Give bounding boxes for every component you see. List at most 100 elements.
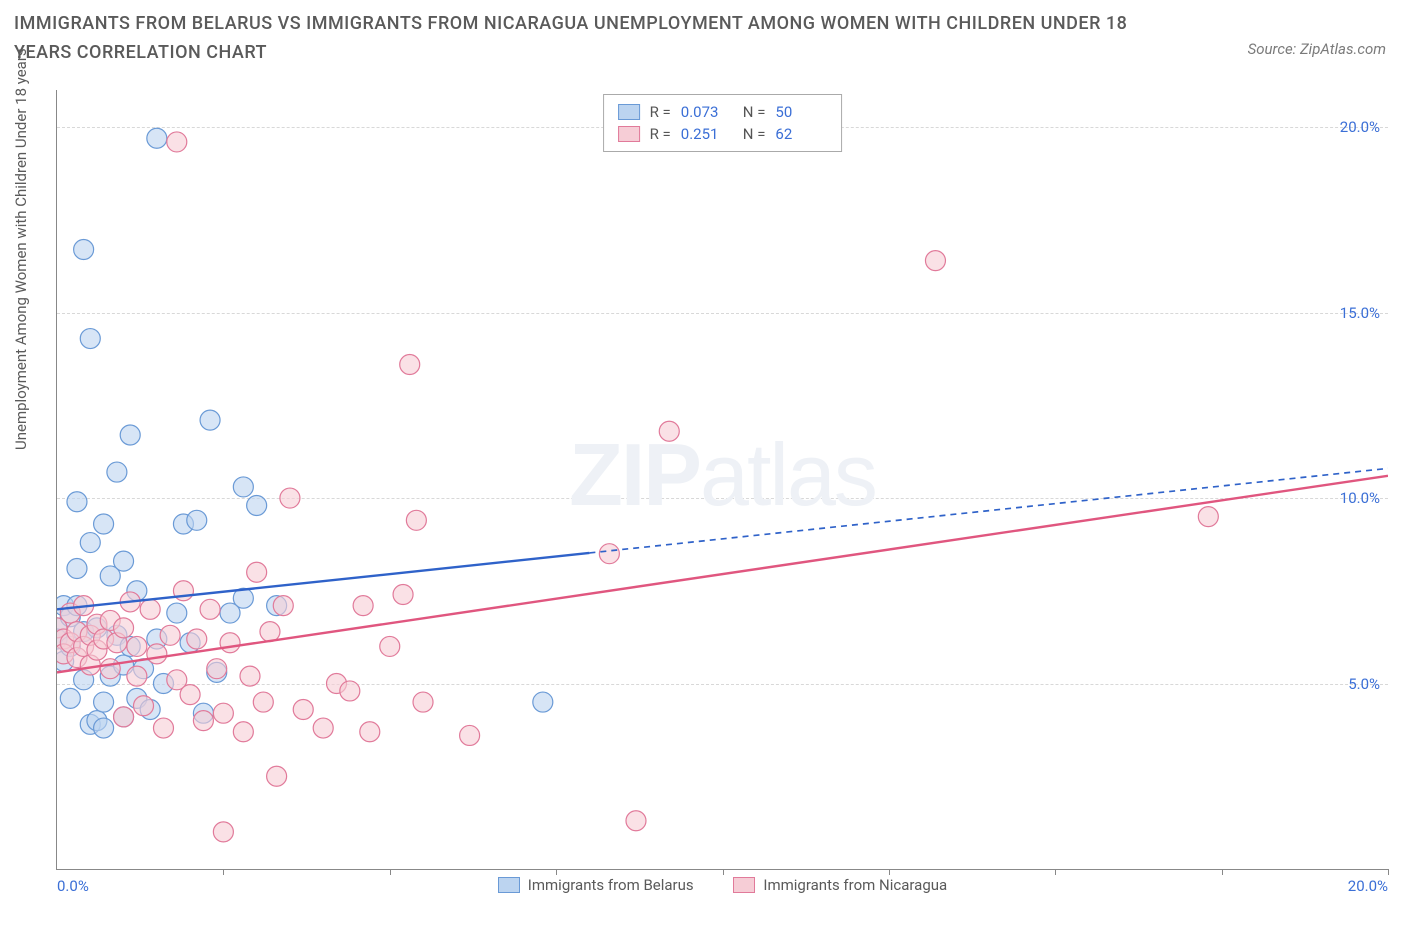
data-point-nicaragua	[160, 625, 180, 645]
data-point-belarus	[80, 329, 100, 349]
n-label: N =	[743, 103, 766, 121]
legend-item-belarus: Immigrants from Belarus	[498, 876, 694, 894]
data-point-belarus	[533, 692, 553, 712]
r-label: R =	[650, 103, 671, 121]
data-point-belarus	[120, 425, 140, 445]
trend-line-dashed-belarus	[589, 468, 1388, 553]
x-tick-mark	[1055, 869, 1056, 875]
data-point-nicaragua	[340, 681, 360, 701]
n-value-nicaragua: 62	[775, 125, 827, 143]
data-point-nicaragua	[260, 622, 280, 642]
data-point-nicaragua	[599, 544, 619, 564]
data-point-nicaragua	[114, 707, 134, 727]
data-point-nicaragua	[207, 659, 227, 679]
data-point-nicaragua	[393, 584, 413, 604]
data-point-nicaragua	[293, 699, 313, 719]
data-point-nicaragua	[220, 633, 240, 653]
data-point-belarus	[94, 514, 114, 534]
x-tick-mark	[723, 869, 724, 875]
data-point-nicaragua	[240, 666, 260, 686]
data-point-nicaragua	[380, 636, 400, 656]
swatch-belarus-bottom	[498, 877, 520, 893]
x-tick-label: 20.0%	[1348, 877, 1388, 895]
data-point-nicaragua	[167, 132, 187, 152]
data-point-nicaragua	[180, 685, 200, 705]
x-tick-mark	[223, 869, 224, 875]
data-point-belarus	[80, 533, 100, 553]
data-point-nicaragua	[233, 722, 253, 742]
x-tick-mark	[1388, 869, 1389, 875]
data-point-nicaragua	[253, 692, 273, 712]
data-point-belarus	[67, 559, 87, 579]
swatch-nicaragua-bottom	[733, 877, 755, 893]
swatch-nicaragua	[618, 126, 640, 142]
data-point-belarus	[94, 718, 114, 738]
data-point-belarus	[147, 128, 167, 148]
data-point-nicaragua	[213, 703, 233, 723]
data-point-belarus	[107, 462, 127, 482]
data-point-nicaragua	[280, 488, 300, 508]
data-point-belarus	[60, 688, 80, 708]
data-point-belarus	[233, 477, 253, 497]
data-point-nicaragua	[626, 811, 646, 831]
data-point-nicaragua	[273, 596, 293, 616]
x-tick-label: 0.0%	[57, 877, 89, 895]
chart-title: IMMIGRANTS FROM BELARUS VS IMMIGRANTS FR…	[14, 10, 1134, 68]
series-legend: Immigrants from Belarus Immigrants from …	[57, 876, 1388, 897]
scatter-svg	[57, 90, 1388, 869]
series-label-nicaragua: Immigrants from Nicaragua	[763, 876, 947, 894]
x-tick-mark	[1222, 869, 1223, 875]
legend-item-nicaragua: Immigrants from Nicaragua	[733, 876, 947, 894]
x-tick-mark	[556, 869, 557, 875]
data-point-nicaragua	[406, 510, 426, 530]
plot-area: ZIPatlas R = 0.073 N = 50 R = 0.251 N = …	[56, 90, 1388, 870]
data-point-nicaragua	[187, 629, 207, 649]
data-point-nicaragua	[360, 722, 380, 742]
data-point-belarus	[74, 240, 94, 260]
r-label: R =	[650, 125, 671, 143]
data-point-nicaragua	[140, 599, 160, 619]
data-point-nicaragua	[267, 766, 287, 786]
series-label-belarus: Immigrants from Belarus	[528, 876, 694, 894]
r-value-nicaragua: 0.251	[681, 125, 733, 143]
data-point-belarus	[94, 692, 114, 712]
chart-container: IMMIGRANTS FROM BELARUS VS IMMIGRANTS FR…	[0, 0, 1406, 930]
data-point-nicaragua	[147, 644, 167, 664]
data-point-nicaragua	[213, 822, 233, 842]
data-point-nicaragua	[127, 636, 147, 656]
n-label: N =	[743, 125, 766, 143]
data-point-belarus	[200, 410, 220, 430]
data-point-nicaragua	[153, 718, 173, 738]
data-point-nicaragua	[1198, 507, 1218, 527]
data-point-belarus	[187, 510, 207, 530]
swatch-belarus	[618, 104, 640, 120]
data-point-nicaragua	[247, 562, 267, 582]
data-point-nicaragua	[460, 725, 480, 745]
data-point-nicaragua	[193, 711, 213, 731]
n-value-belarus: 50	[775, 103, 827, 121]
data-point-nicaragua	[200, 599, 220, 619]
x-tick-mark	[390, 869, 391, 875]
data-point-nicaragua	[659, 421, 679, 441]
data-point-belarus	[114, 551, 134, 571]
data-point-nicaragua	[127, 666, 147, 686]
data-point-nicaragua	[400, 355, 420, 375]
data-point-nicaragua	[353, 596, 373, 616]
r-value-belarus: 0.073	[681, 103, 733, 121]
data-point-nicaragua	[100, 659, 120, 679]
x-tick-mark	[889, 869, 890, 875]
source-attribution: Source: ZipAtlas.com	[1248, 40, 1386, 58]
data-point-belarus	[67, 492, 87, 512]
data-point-belarus	[247, 495, 267, 515]
data-point-nicaragua	[134, 696, 154, 716]
data-point-nicaragua	[925, 251, 945, 271]
data-point-nicaragua	[313, 718, 333, 738]
data-point-belarus	[167, 603, 187, 623]
legend-row-nicaragua: R = 0.251 N = 62	[618, 123, 828, 145]
source-prefix: Source:	[1248, 40, 1300, 58]
y-axis-label: Unemployment Among Women with Children U…	[12, 48, 30, 450]
legend-row-belarus: R = 0.073 N = 50	[618, 101, 828, 123]
source-name: ZipAtlas.com	[1300, 40, 1386, 58]
data-point-nicaragua	[413, 692, 433, 712]
data-point-nicaragua	[114, 618, 134, 638]
